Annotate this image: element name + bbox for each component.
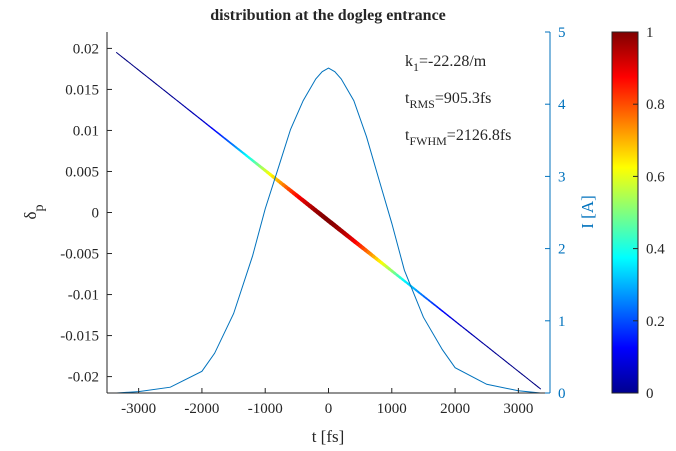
- colorbar-tick-label: 0.4: [646, 242, 665, 258]
- scatter-segment: [518, 371, 523, 375]
- scatter-segment: [537, 386, 542, 390]
- y-left-tick-label: -0.005: [60, 247, 99, 263]
- y-left-tick-label: -0.015: [60, 329, 99, 345]
- scatter-segment: [118, 54, 123, 58]
- y-right-tick-label: 4: [558, 97, 566, 113]
- scatter-segment: [131, 64, 136, 68]
- scatter-segment: [508, 363, 512, 367]
- scatter-segment: [529, 379, 534, 384]
- scatter-segment: [532, 382, 536, 386]
- x-tick-label: -2000: [184, 401, 219, 417]
- y-left-tick-label: 0.015: [65, 82, 99, 98]
- scatter-segment: [171, 96, 176, 100]
- scatter-segment: [513, 367, 518, 371]
- scatter-segment: [478, 339, 483, 344]
- y-right-tick-label: 3: [558, 169, 566, 185]
- y-left-tick-label: 0: [92, 206, 100, 222]
- x-ticks: -3000 -2000 -1000 0 1000 2000 3000: [121, 388, 533, 417]
- colorbar-tick-label: 0.2: [646, 314, 665, 330]
- y-right-tick-label: 2: [558, 242, 566, 258]
- scatter-segment: [168, 94, 173, 98]
- scatter-segment: [123, 58, 128, 62]
- y-left-label-sub: p: [32, 204, 47, 211]
- colorbar-tick-label: 0: [646, 386, 654, 402]
- y-right-ticks: 0 1 2 3 4 5: [545, 25, 566, 402]
- x-tick-label: 0: [325, 401, 333, 417]
- x-tick-label: 3000: [503, 401, 533, 417]
- y-left-tick-label: 0.005: [65, 164, 99, 180]
- scatter-segment: [129, 62, 133, 66]
- x-axis-label: t [fs]: [312, 427, 345, 446]
- annotation-trms: tRMS=905.3fs: [405, 90, 491, 111]
- scatter-segment: [121, 56, 125, 60]
- y-left-tick-label: -0.01: [68, 288, 99, 304]
- scatter-segment: [500, 356, 504, 360]
- scatter-segment: [161, 87, 165, 91]
- plot-area: [107, 32, 550, 393]
- y-left-axis-label: δp: [21, 204, 47, 219]
- colorbar-tick-label: 1: [646, 25, 654, 41]
- scatter-segment: [145, 75, 149, 79]
- chart-title: distribution at the dogleg entrance: [210, 7, 446, 24]
- scatter-segment: [492, 350, 496, 354]
- scatter-segment: [174, 98, 178, 102]
- scatter-segment: [486, 346, 491, 350]
- y-right-tick-label: 5: [558, 25, 566, 41]
- scatter-segment: [484, 344, 489, 348]
- annotation-tfwhm: tFWHM=2126.8fs: [405, 127, 511, 148]
- scatter-segment: [137, 68, 141, 72]
- colorbar-tick-label: 0.6: [646, 169, 665, 185]
- scatter-segment: [150, 79, 155, 83]
- x-tick-label: 2000: [440, 401, 470, 417]
- y-left-label-main: δ: [21, 211, 40, 219]
- scatter-segment: [153, 81, 157, 85]
- scatter-segment: [497, 354, 502, 358]
- scatter-segment: [163, 89, 168, 93]
- scatter-segment: [524, 375, 528, 379]
- x-tick-label: -3000: [121, 401, 156, 417]
- y-left-tick-label: 0.02: [73, 41, 99, 57]
- phase-space-scatter: [115, 52, 542, 390]
- x-tick-label: -1000: [248, 401, 283, 417]
- scatter-segment: [481, 342, 486, 346]
- colorbar: [611, 31, 639, 394]
- scatter-segment: [126, 60, 131, 64]
- y-left-tick-label: -0.02: [68, 370, 99, 386]
- scatter-segment: [521, 373, 526, 377]
- scatter-segment: [139, 70, 144, 75]
- y-right-axis-label: I [A]: [578, 195, 597, 229]
- scatter-segment: [147, 77, 152, 81]
- scatter-segment: [526, 377, 531, 381]
- scatter-segment: [115, 52, 120, 56]
- scatter-segment: [505, 361, 510, 365]
- x-tick-label: 1000: [377, 401, 407, 417]
- colorbar-tick-label: 0.8: [646, 97, 665, 113]
- scatter-segment: [176, 100, 181, 104]
- scatter-segment: [516, 369, 520, 373]
- y-left-ticks: 0.02 0.015 0.01 0.005 0 -0.005 -0.01 -0.015 -0.0…: [60, 41, 112, 386]
- annotation-k1: k1=-22.28/m: [405, 53, 487, 74]
- current-profile-line: [116, 67, 541, 393]
- y-right-tick-label: 0: [558, 386, 566, 402]
- scatter-segment: [158, 85, 163, 89]
- svg-text:δp: δp: [21, 204, 47, 219]
- scatter-segment: [502, 358, 507, 363]
- colorbar-ticks: 0 0.2 0.4 0.6 0.8 1: [633, 25, 665, 402]
- scatter-segment: [142, 73, 147, 77]
- scatter-segment: [155, 83, 160, 87]
- scatter-segment: [494, 352, 499, 356]
- scatter-segment: [134, 66, 139, 70]
- scatter-segment: [489, 348, 494, 352]
- scatter-segment: [510, 365, 515, 369]
- y-left-tick-label: 0.01: [73, 123, 99, 139]
- scatter-segment: [534, 384, 539, 388]
- scatter-segment: [166, 91, 171, 96]
- y-right-tick-label: 1: [558, 314, 566, 330]
